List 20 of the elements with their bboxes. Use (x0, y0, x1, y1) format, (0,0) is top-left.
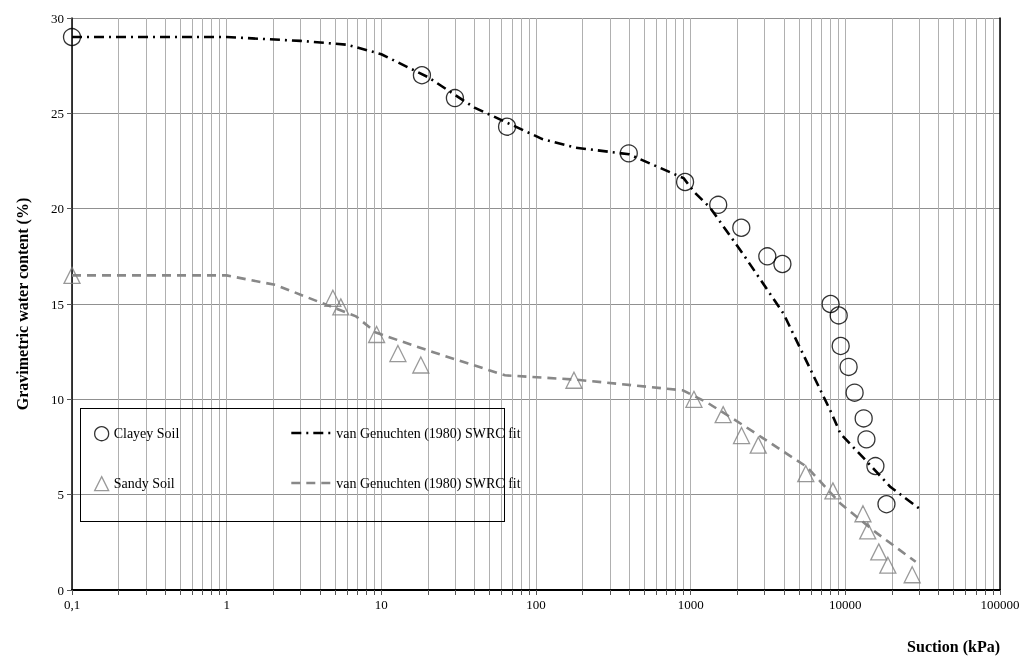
x-tick-label: 1000 (677, 597, 704, 612)
legend-label: Clayey Soil (113, 426, 180, 442)
x-tick-label: 100000 (980, 597, 1020, 612)
y-tick-label: 20 (51, 201, 64, 217)
x-tick-label: 1 (223, 597, 230, 612)
y-tick-label: 0 (57, 582, 64, 598)
y-tick-label: 15 (51, 296, 64, 312)
legend-label: van Genuchten (1980) SWRC fit (336, 475, 521, 492)
x-tick-label: 10000 (829, 597, 862, 612)
y-tick-label: 10 (51, 391, 64, 407)
x-axis-title: Suction (kPa) (907, 637, 1000, 656)
x-tick-label: 0,1 (63, 597, 81, 612)
y-tick-label: 5 (57, 487, 64, 503)
legend-label: Sandy Soil (113, 476, 175, 492)
y-tick-label: 25 (51, 105, 64, 121)
x-tick-label: 100 (526, 597, 546, 612)
y-axis-title: Gravimetric water content (%) (13, 197, 32, 411)
legend-label: van Genuchten (1980) SWRC fit (336, 425, 521, 442)
y-tick-label: 30 (51, 10, 64, 26)
x-tick-label: 10 (374, 597, 388, 612)
